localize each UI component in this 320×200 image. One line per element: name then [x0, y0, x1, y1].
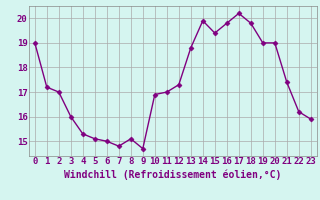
X-axis label: Windchill (Refroidissement éolien,°C): Windchill (Refroidissement éolien,°C) — [64, 169, 282, 180]
